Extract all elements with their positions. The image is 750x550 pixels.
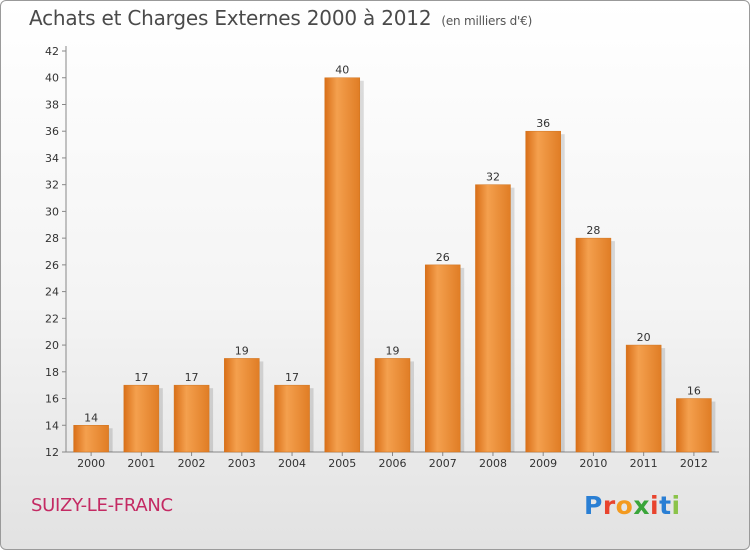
x-tick-label: 2001 [127, 457, 155, 470]
bar [475, 184, 511, 453]
bar [123, 384, 160, 453]
y-tick-label: 42 [45, 45, 59, 58]
x-tick-label: 2005 [328, 457, 356, 470]
logo-letter: t [659, 491, 672, 520]
bar [625, 344, 662, 453]
x-tick-label: 2003 [228, 457, 256, 470]
bar [374, 358, 411, 453]
data-label: 20 [637, 331, 651, 344]
data-label: 17 [134, 371, 148, 384]
y-tick-label: 12 [45, 446, 59, 459]
x-tick-label: 2006 [379, 457, 407, 470]
bar [324, 77, 361, 453]
logo-letter: i [650, 491, 660, 520]
bar [575, 237, 612, 453]
bar [525, 130, 561, 453]
y-tick-label: 24 [45, 286, 59, 299]
bar [224, 358, 260, 453]
data-label: 28 [586, 224, 600, 237]
x-tick-label: 2012 [680, 457, 708, 470]
data-label: 40 [335, 64, 349, 77]
chart-title: Achats et Charges Externes 2000 à 2012 (e… [29, 6, 532, 30]
bar [73, 425, 109, 453]
logo-letter: x [633, 491, 650, 520]
bar [274, 384, 310, 453]
x-tick-label: 2004 [278, 457, 306, 470]
logo-letter: o [615, 491, 634, 520]
logo-letter: r [602, 491, 616, 520]
x-tick-label: 2010 [579, 457, 607, 470]
y-tick-label: 38 [45, 98, 59, 111]
data-label: 19 [235, 344, 249, 357]
y-tick-label: 20 [45, 339, 59, 352]
logo-letter: i [671, 491, 681, 520]
data-label: 17 [285, 371, 299, 384]
y-tick-label: 30 [45, 205, 59, 218]
data-label: 14 [84, 411, 98, 424]
data-label: 16 [687, 385, 701, 398]
bar [173, 384, 210, 453]
y-tick-label: 28 [45, 232, 59, 245]
chart-subtitle: (en milliers d'€) [441, 14, 533, 28]
data-label: 26 [436, 251, 450, 264]
proxiti-logo: Proxiti [584, 491, 681, 520]
chart-title-text: Achats et Charges Externes 2000 à 2012 [29, 6, 432, 30]
y-tick-label: 40 [45, 72, 59, 85]
x-tick-label: 2009 [529, 457, 557, 470]
data-label: 36 [536, 117, 550, 130]
data-label: 32 [486, 171, 500, 184]
x-tick-label: 2000 [77, 457, 105, 470]
x-tick-label: 2011 [630, 457, 658, 470]
y-tick-label: 26 [45, 259, 59, 272]
y-tick-label: 16 [45, 393, 59, 406]
y-tick-label: 36 [45, 125, 59, 138]
y-tick-label: 34 [45, 152, 59, 165]
y-tick-label: 14 [45, 419, 59, 432]
bar [424, 264, 461, 453]
bar [676, 398, 712, 453]
commune-name: SUIZY-LE-FRANC [31, 495, 173, 516]
data-label: 19 [386, 344, 400, 357]
y-tick-label: 22 [45, 312, 59, 325]
x-tick-label: 2007 [429, 457, 457, 470]
data-label: 17 [185, 371, 199, 384]
y-tick-label: 32 [45, 179, 59, 192]
logo-letter: P [584, 491, 603, 520]
y-tick-label: 18 [45, 366, 59, 379]
x-tick-label: 2002 [178, 457, 206, 470]
x-tick-label: 2008 [479, 457, 507, 470]
